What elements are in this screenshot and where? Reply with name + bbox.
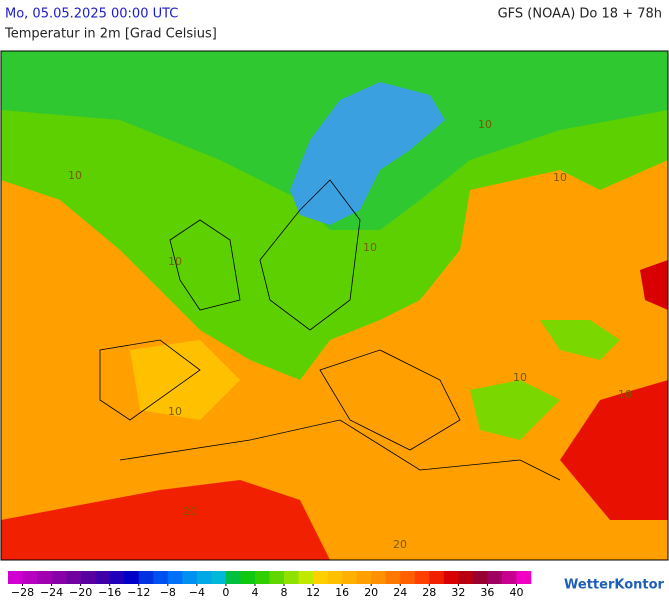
colorbar-segment: [269, 571, 285, 584]
contour-label: 10: [478, 118, 492, 131]
colorbar-tick-label: 12: [306, 586, 320, 599]
colorbar-segment: [80, 571, 96, 584]
contour-label: 10: [168, 255, 182, 268]
contour-label: 10: [618, 388, 632, 401]
contour-label: 10: [363, 241, 377, 254]
hot-region: [640, 260, 668, 310]
contour-label: 10: [513, 371, 527, 384]
colorbar-tick-label: −4: [189, 586, 205, 599]
colorbar-tick-label: −12: [127, 586, 150, 599]
model-label: GFS (NOAA) Do 18 + 78h: [498, 7, 662, 22]
colorbar-segment: [167, 571, 183, 584]
colorbar-segment: [153, 571, 169, 584]
colorbar-segment: [66, 571, 81, 584]
colorbar-segment: [138, 571, 154, 584]
colorbar-segment: [487, 571, 503, 584]
colorbar-segment: [313, 571, 328, 584]
contour-label: 20: [393, 538, 407, 551]
colorbar-segment: [516, 571, 532, 584]
subtitle: Temperatur in 2m [Grad Celsius]: [4, 27, 217, 42]
coastline: [169, 179, 461, 451]
colorbar-segment: [254, 571, 270, 584]
colorbar-tick-label: 0: [222, 586, 229, 599]
colorbar-segment: [443, 571, 459, 584]
colorbar-segment: [109, 571, 125, 584]
colorbar-tick-label: 24: [393, 586, 407, 599]
colorbar-tick-label: −24: [40, 586, 63, 599]
colorbar-tick-label: 40: [509, 586, 523, 599]
brand-logo: WetterKontor: [564, 578, 665, 593]
colorbar-segment: [342, 571, 357, 584]
colorbar-segment: [414, 571, 430, 584]
colorbar-segment: [327, 571, 343, 584]
hot-region: [1, 480, 330, 560]
colorbar-segment: [51, 571, 67, 584]
colorbar-tick-label: −8: [160, 586, 176, 599]
colorbar-segment: [400, 571, 416, 584]
colorbar-segment: [225, 571, 241, 584]
colorbar-segment: [37, 571, 52, 584]
green-patch: [470, 320, 620, 440]
colorbar-segment: [429, 571, 445, 584]
colorbar-segment: [22, 571, 38, 584]
colorbar-segment: [196, 571, 212, 584]
contour-label: 10: [553, 171, 567, 184]
contour-label: 10: [68, 169, 82, 182]
contour-label: 20: [183, 505, 197, 518]
colorbar-segment: [472, 571, 488, 584]
colorbar-tick-label: −28: [11, 586, 34, 599]
colorbar-segment: [124, 571, 140, 584]
colorbar-segment: [95, 571, 110, 584]
coastline: [99, 339, 561, 481]
colorbar-tick-label: 4: [251, 586, 258, 599]
colorbar-tick-label: 32: [451, 586, 465, 599]
colorbar-tick-label: 36: [480, 586, 494, 599]
colorbar-segment: [211, 571, 227, 584]
colorbar-tick-label: 20: [364, 586, 378, 599]
colorbar-segment: [356, 571, 372, 584]
colorbar-segment: [501, 571, 517, 584]
cold-region: [290, 82, 445, 225]
colorbar-tick-label: 8: [281, 586, 288, 599]
colorbar-segment: [182, 571, 198, 584]
colorbar-tick-label: 28: [422, 586, 436, 599]
colorbar-segment: [8, 571, 23, 584]
colorbar-tick-label: 16: [335, 586, 349, 599]
colorbar-segment: [298, 571, 314, 584]
contour-label: 10: [168, 405, 182, 418]
colorbar-segment: [458, 571, 474, 584]
colorbar-tick-label: −20: [69, 586, 92, 599]
colorbar-segment: [240, 571, 256, 584]
colorbar-segment: [385, 571, 401, 584]
map-frame: [0, 50, 669, 561]
colorbar-segment: [284, 571, 299, 584]
hot-region: [560, 380, 668, 520]
date-label: Mo, 05.05.2025 00:00 UTC: [5, 7, 178, 22]
colorbar-segment: [371, 571, 387, 584]
map: [0, 50, 669, 561]
colorbar-tick-label: −16: [98, 586, 121, 599]
